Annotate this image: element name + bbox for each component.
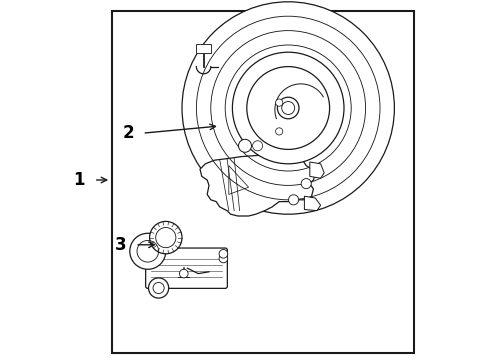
Circle shape xyxy=(239,139,251,152)
Polygon shape xyxy=(200,155,315,216)
Circle shape xyxy=(219,249,228,258)
Circle shape xyxy=(289,195,298,205)
Text: 3: 3 xyxy=(115,236,126,254)
Circle shape xyxy=(275,99,283,106)
Circle shape xyxy=(277,97,299,119)
Text: 1: 1 xyxy=(74,171,85,189)
Circle shape xyxy=(148,278,169,298)
Bar xyxy=(196,44,211,53)
Circle shape xyxy=(179,269,188,278)
Polygon shape xyxy=(304,196,320,211)
Circle shape xyxy=(247,67,330,149)
Circle shape xyxy=(130,233,166,269)
Circle shape xyxy=(149,221,182,254)
Bar xyxy=(112,11,414,353)
Text: 2: 2 xyxy=(122,124,134,142)
FancyBboxPatch shape xyxy=(146,248,227,288)
Circle shape xyxy=(182,2,394,214)
Circle shape xyxy=(219,254,228,263)
Circle shape xyxy=(275,128,283,135)
Polygon shape xyxy=(310,162,324,178)
Circle shape xyxy=(232,52,344,164)
Circle shape xyxy=(301,179,311,189)
